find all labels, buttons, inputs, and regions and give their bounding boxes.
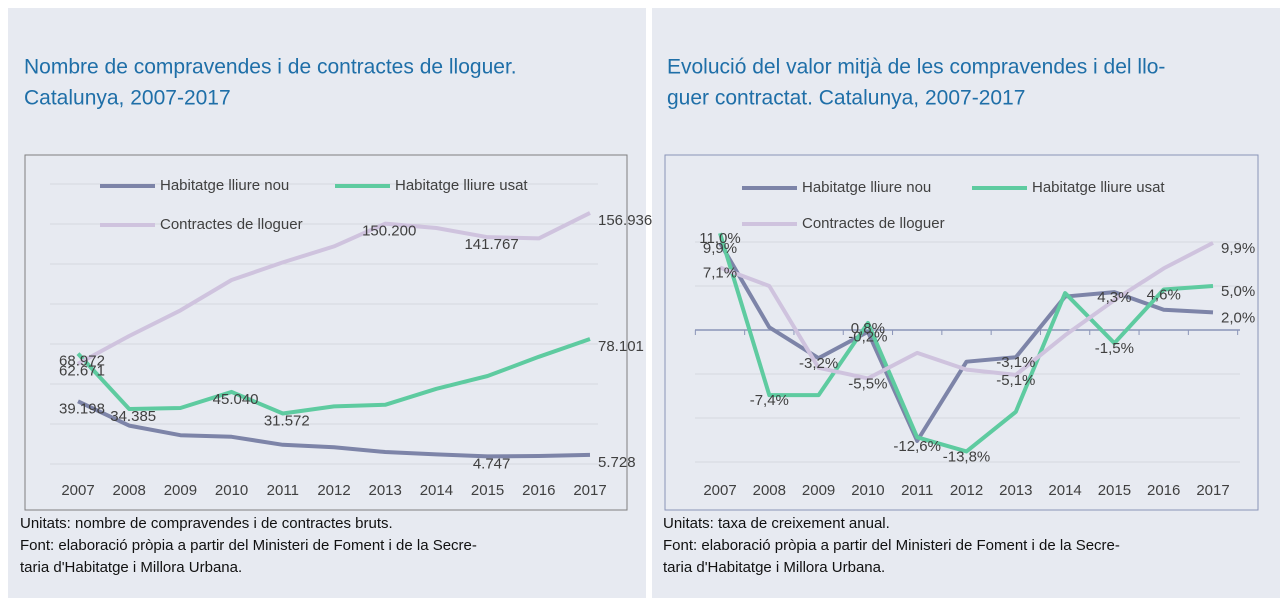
data-label: 5,0% [1221, 283, 1255, 300]
data-label: 4.747 [473, 455, 511, 472]
x-tick-label: 2015 [471, 482, 504, 499]
legend-label: Contractes de lloguer [802, 215, 945, 232]
data-label: 156.936 [598, 212, 652, 229]
data-label: 68.972 [59, 353, 105, 370]
x-tick-label: 2009 [164, 482, 197, 499]
x-tick-label: 2008 [753, 482, 786, 499]
series-line [76, 337, 591, 416]
series-line [77, 211, 591, 366]
x-tick-label: 2010 [851, 482, 884, 499]
series-line [718, 241, 1214, 443]
data-label: -3,1% [996, 354, 1035, 371]
x-tick-label: 2011 [267, 482, 299, 499]
data-label: -3,2% [799, 355, 838, 372]
chart-title: guer contractat. Catalunya, 2007-2017 [667, 87, 1025, 110]
legend-label: Habitatge lliure nou [160, 177, 289, 194]
data-label: 150.200 [362, 223, 416, 240]
data-label: 9,9% [1221, 240, 1255, 257]
data-label: -5,1% [996, 372, 1035, 389]
data-label: 11,0% [699, 230, 740, 247]
data-label: 4,6% [1147, 286, 1181, 303]
note: Font: elaboració pròpia a partir del Min… [663, 537, 1120, 554]
x-tick-label: 2007 [703, 482, 736, 499]
data-label: 78.101 [598, 338, 644, 355]
data-label: 0,8% [851, 320, 885, 337]
data-label: 5.728 [598, 454, 636, 471]
x-tick-label: 2008 [113, 482, 146, 499]
x-tick-label: 2010 [215, 482, 248, 499]
x-tick-label: 2011 [901, 482, 933, 499]
data-label: 45.040 [213, 391, 259, 408]
series-line [77, 399, 591, 459]
legend-label: Habitatge lliure nou [802, 179, 931, 196]
note: Font: elaboració pròpia a partir del Min… [20, 537, 477, 554]
data-label: -0,2% [848, 329, 887, 346]
data-label: -13,8% [943, 448, 991, 465]
x-tick-label: 2013 [369, 482, 402, 499]
note: Unitats: taxa de creixement anual. [663, 515, 890, 532]
chart-title: Catalunya, 2007-2017 [24, 87, 231, 110]
x-tick-label: 2017 [573, 482, 606, 499]
data-label: -1,5% [1095, 340, 1134, 357]
x-tick-label: 2009 [802, 482, 835, 499]
x-tick-label: 2012 [317, 482, 350, 499]
x-tick-label: 2015 [1098, 482, 1131, 499]
x-tick-label: 2013 [999, 482, 1032, 499]
plot-frame [24, 154, 628, 511]
legend-label: Habitatge lliure usat [1032, 179, 1165, 196]
series-line [718, 232, 1214, 454]
chart-title: Nombre de compravendes i de contractes d… [24, 56, 517, 79]
note: taria d'Habitatge i Millora Urbana. [663, 559, 885, 576]
data-label: 39.198 [59, 400, 105, 417]
legend-label: Habitatge lliure usat [395, 177, 528, 194]
data-label: 2,0% [1221, 309, 1255, 326]
data-label: 34.385 [110, 408, 156, 425]
plot-frame [664, 154, 1259, 511]
note: Unitats: nombre de compravendes i de con… [20, 515, 393, 532]
x-tick-label: 2017 [1196, 482, 1229, 499]
data-label: -12,6% [893, 438, 941, 455]
data-label: 62.671 [59, 363, 105, 380]
data-label: 31.572 [264, 412, 310, 429]
data-label: 9,9% [703, 240, 737, 257]
chart-title: Evolució del valor mitjà de les comprave… [667, 56, 1165, 79]
x-tick-label: 2016 [1147, 482, 1180, 499]
series-line [719, 241, 1214, 381]
x-tick-label: 2016 [522, 482, 555, 499]
data-label: 7,1% [703, 264, 737, 281]
note: taria d'Habitatge i Millora Urbana. [20, 559, 242, 576]
data-label: 141.767 [464, 236, 518, 253]
x-tick-label: 2007 [61, 482, 94, 499]
x-tick-label: 2014 [420, 482, 453, 499]
panel [8, 8, 646, 598]
data-label: -5,5% [848, 375, 887, 392]
data-label: 4,3% [1097, 289, 1131, 306]
x-tick-label: 2014 [1048, 482, 1081, 499]
data-label: -7,4% [750, 392, 789, 409]
x-tick-label: 2012 [950, 482, 983, 499]
legend-label: Contractes de lloguer [160, 216, 303, 233]
